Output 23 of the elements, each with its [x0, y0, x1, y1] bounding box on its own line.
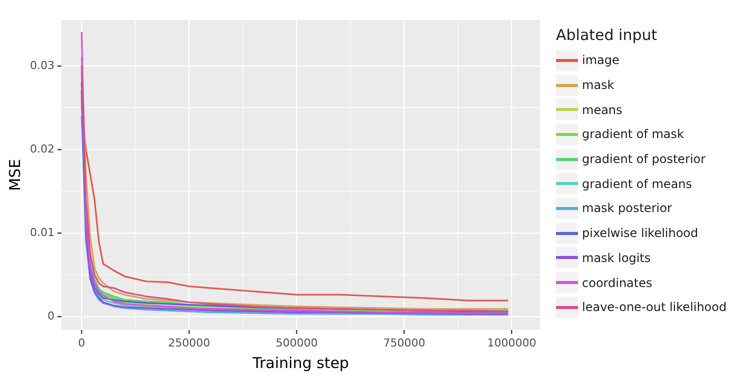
legend-label: leave-one-out likelihood [582, 300, 727, 314]
y-tick-label: 0.03 [30, 58, 54, 72]
legend-label: mask logits [582, 250, 651, 265]
legend-label: gradient of mask [582, 127, 684, 142]
x-axis-title: Training step [252, 354, 349, 372]
legend-label: coordinates [582, 276, 652, 290]
legend-label: mask posterior [582, 201, 672, 216]
legend-label: mask [582, 78, 614, 92]
y-tick-label: 0.01 [30, 226, 54, 239]
x-tick-label: 1000000 [487, 336, 536, 350]
legend-title: Ablated input [556, 26, 658, 44]
legend-label: pixelwise likelihood [582, 226, 698, 240]
legend-label: image [582, 53, 620, 68]
legend-label: gradient of means [582, 176, 692, 191]
x-tick-label: 250000 [168, 336, 210, 350]
legend-label: means [582, 102, 622, 117]
legend-label: gradient of posterior [582, 152, 706, 166]
x-tick-label: 500000 [276, 336, 318, 350]
x-tick-label: 0 [78, 336, 86, 350]
y-tick-label: 0 [47, 309, 54, 322]
y-tick-label: 0.02 [30, 142, 54, 156]
x-tick-label: 750000 [383, 336, 426, 350]
y-axis-title: MSE [6, 158, 24, 191]
